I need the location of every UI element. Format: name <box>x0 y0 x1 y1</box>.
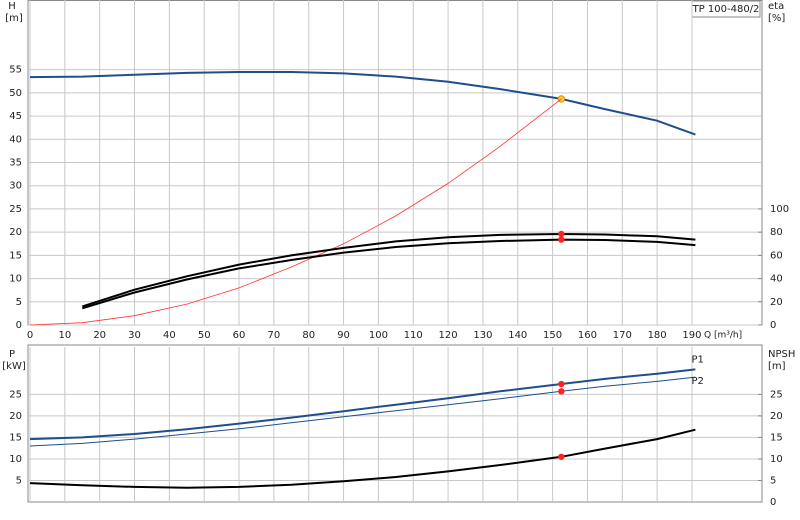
y-axis-label: H <box>8 1 16 12</box>
y2-tick-label: 60 <box>770 250 783 261</box>
y-tick-label: 10 <box>9 454 22 465</box>
y2-tick-label: 10 <box>770 454 783 465</box>
y-tick-label: 25 <box>9 389 22 400</box>
y2-tick-label: 25 <box>770 389 783 400</box>
y2-tick-label: 0 <box>770 497 776 508</box>
x-tick-label: 30 <box>128 330 141 341</box>
x-tick-label: 50 <box>198 330 211 341</box>
duty-point <box>558 453 565 460</box>
curve <box>82 238 696 310</box>
y-tick-label: 15 <box>9 250 22 261</box>
y2-axis-label: NPSH <box>768 349 795 360</box>
y-axis-unit: [m] <box>5 13 23 24</box>
y2-axis-label: eta <box>768 1 784 12</box>
x-tick-label: 170 <box>613 330 632 341</box>
y2-tick-label: 0 <box>770 320 776 331</box>
y-tick-label: 15 <box>9 432 22 443</box>
curve <box>29 71 696 136</box>
x-tick-label: 80 <box>302 330 315 341</box>
x-tick-label: 150 <box>543 330 562 341</box>
y-tick-label: 45 <box>9 111 22 122</box>
y2-tick-label: 100 <box>770 204 789 215</box>
y-tick-label: 20 <box>9 227 22 238</box>
x-tick-label: 10 <box>58 330 71 341</box>
y2-tick-label: 20 <box>770 411 783 422</box>
x-axis-label: Q [m³/h] <box>704 331 742 341</box>
y-tick-label: 5 <box>16 475 22 486</box>
y-tick-label: 30 <box>9 181 22 192</box>
curve <box>29 428 696 489</box>
curve <box>81 232 696 308</box>
y2-tick-label: 80 <box>770 227 783 238</box>
y-axis-unit: [kW] <box>2 361 26 372</box>
x-tick-label: 70 <box>268 330 281 341</box>
x-tick-label: 60 <box>233 330 246 341</box>
duty-point <box>558 388 565 395</box>
y-tick-label: 40 <box>9 134 22 145</box>
x-tick-label: 160 <box>578 330 597 341</box>
duty-point <box>558 380 565 388</box>
series-label: P2 <box>691 376 703 387</box>
x-tick-label: 20 <box>93 330 106 341</box>
x-tick-label: 190 <box>682 330 701 341</box>
x-tick-label: 110 <box>404 330 423 341</box>
curve <box>29 376 696 447</box>
duty-point <box>558 230 565 238</box>
y-tick-label: 35 <box>9 158 22 169</box>
x-tick-label: 90 <box>337 330 350 341</box>
y-tick-label: 10 <box>9 274 22 285</box>
y-tick-label: 25 <box>9 204 22 215</box>
x-tick-label: 40 <box>163 330 176 341</box>
y-tick-label: 5 <box>16 297 22 308</box>
chart-title: TP 100-480/2 <box>692 4 760 15</box>
bottom-frame <box>27 344 763 503</box>
x-tick-label: 140 <box>508 330 527 341</box>
y2-tick-label: 40 <box>770 274 783 285</box>
x-tick-label: 100 <box>369 330 388 341</box>
series-label: P1 <box>691 354 703 365</box>
duty-point <box>558 236 565 243</box>
y-tick-label: 20 <box>9 411 22 422</box>
x-tick-label: 180 <box>648 330 667 341</box>
x-tick-label: 0 <box>27 330 33 341</box>
y-tick-label: 50 <box>9 88 22 99</box>
y2-tick-label: 20 <box>770 297 783 308</box>
y2-tick-label: 5 <box>770 475 776 486</box>
y2-axis-unit: [%] <box>768 13 785 24</box>
y2-tick-label: 15 <box>770 432 783 443</box>
y-tick-label: 55 <box>9 65 22 76</box>
y-tick-label: 0 <box>16 320 22 331</box>
y2-axis-unit: [m] <box>768 361 786 372</box>
y-axis-label: P <box>9 349 15 360</box>
curve <box>29 368 696 441</box>
curve <box>29 98 562 326</box>
x-tick-label: 130 <box>473 330 492 341</box>
x-tick-label: 120 <box>439 330 458 341</box>
